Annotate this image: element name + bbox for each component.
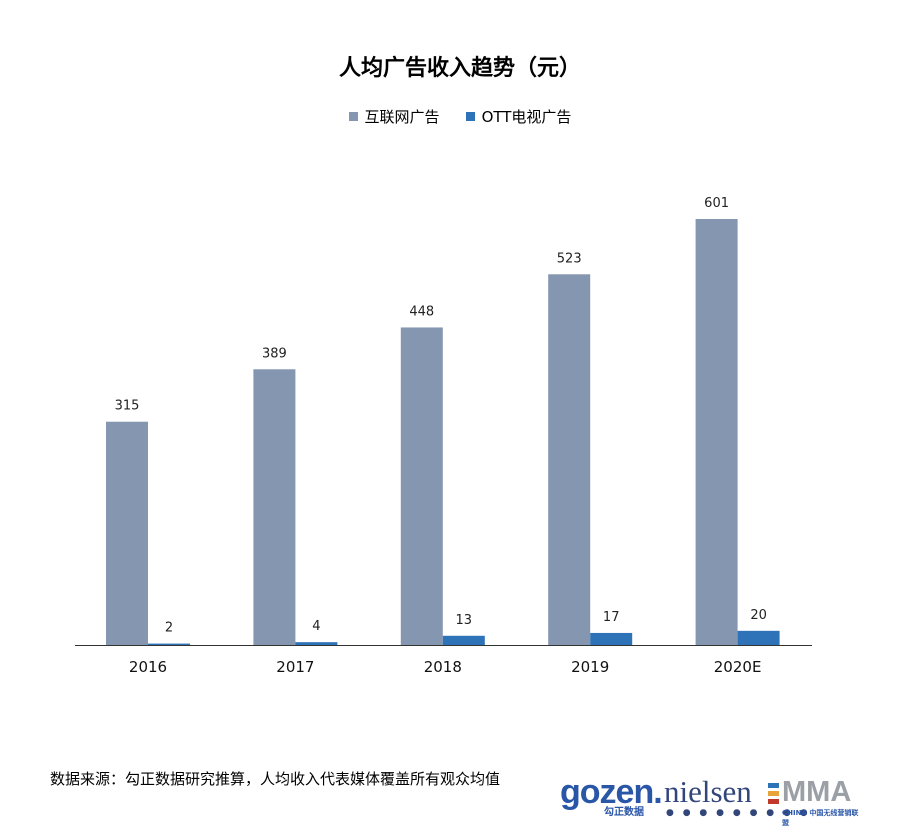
data-label-ott-2018: 13 [456, 613, 473, 628]
data-label-internet-2019: 523 [557, 251, 582, 266]
bar-ott-2020E [737, 630, 780, 645]
x-tick-label-2020E: 2020E [714, 658, 762, 676]
source-note: 数据来源：勾正数据研究推算，人均收入代表媒体覆盖所有观众均值 [50, 770, 501, 788]
legend-swatch-ott [465, 112, 475, 121]
x-tick-label-2016: 2016 [129, 658, 167, 676]
bar-internet-2019 [548, 274, 591, 645]
bar-ott-2016 [148, 643, 190, 645]
data-label-ott-2016: 2 [165, 621, 173, 636]
bar-ott-2017 [295, 642, 338, 645]
legend-swatch-internet [348, 112, 358, 121]
bar-internet-2016 [106, 421, 148, 645]
chart-title: 人均广告收入趋势（元） [338, 56, 581, 81]
bar-ott-2018 [442, 635, 485, 645]
legend-item-internet: 互联网广告 [348, 106, 440, 127]
data-label-ott-2020E: 20 [750, 608, 767, 623]
logos: gozen. 勾正数据 nielsen ● ● ● ● ● ● ● ● ● MM… [560, 773, 860, 827]
bar-internet-2017 [253, 369, 296, 645]
data-label-ott-2019: 17 [603, 610, 620, 625]
mma-logo-mark [768, 783, 779, 805]
x-tick-label-2017: 2017 [276, 658, 314, 676]
legend-label-internet: 互联网广告 [364, 108, 440, 126]
legend-item-ott: OTT电视广告 [465, 106, 572, 127]
nielsen-logo: nielsen [664, 774, 752, 809]
x-tick-label-2018: 2018 [424, 658, 462, 676]
bar-internet-2018 [400, 327, 443, 645]
bar-ott-2019 [590, 632, 633, 645]
nielsen-logo-dots: ● ● ● ● ● ● ● ● ● [666, 808, 811, 818]
legend: 互联网广告 OTT电视广告 [0, 106, 920, 127]
gozen-logo-subtitle: 勾正数据 [604, 807, 644, 818]
data-label-internet-2018: 448 [409, 304, 434, 319]
data-label-internet-2016: 315 [115, 399, 140, 414]
legend-label-ott: OTT电视广告 [481, 108, 572, 126]
bar-internet-2020E [695, 219, 738, 645]
gozen-logo: gozen. [560, 773, 663, 811]
bar-chart: 3152201638942017448132018523172019601202… [75, 196, 812, 676]
data-label-ott-2017: 4 [312, 619, 320, 634]
data-label-internet-2017: 389 [262, 346, 287, 361]
x-tick-label-2019: 2019 [571, 658, 609, 676]
mma-logo: MMA [782, 776, 852, 808]
mma-logo-subtitle: CHINA 中国无线营销联盟 [782, 809, 859, 827]
data-label-internet-2020E: 601 [704, 196, 729, 211]
